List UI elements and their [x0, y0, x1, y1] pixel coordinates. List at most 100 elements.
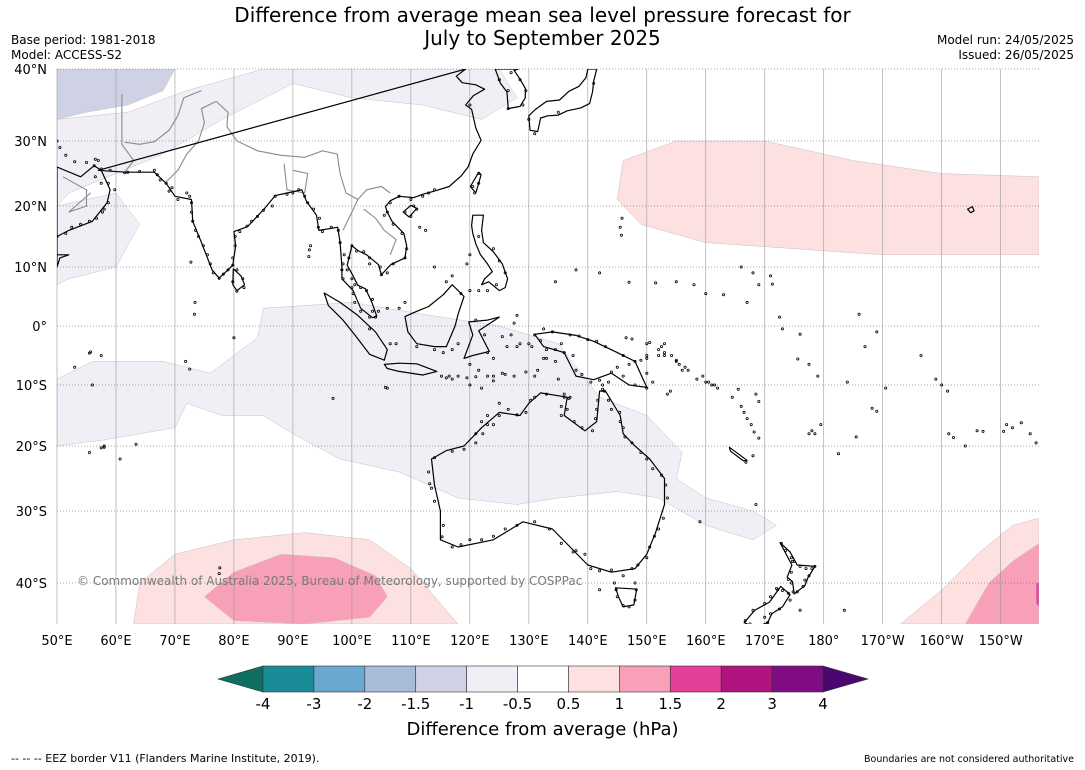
lat-label-8: 40°S	[16, 577, 47, 592]
island-456	[85, 160, 89, 164]
island-350	[674, 359, 678, 363]
colorbar-bin-7	[619, 665, 671, 693]
island-150	[536, 368, 540, 372]
island-205	[480, 538, 484, 542]
island-35	[749, 423, 753, 427]
island-99	[630, 337, 634, 341]
island-57	[1005, 423, 1009, 427]
island-242	[595, 407, 599, 411]
lon-label-3: 80°E	[218, 634, 249, 649]
island-303	[740, 654, 742, 656]
coastline-6	[463, 316, 500, 359]
island-349	[663, 353, 667, 357]
island-152	[512, 374, 516, 378]
island-62	[919, 353, 923, 357]
island-454	[96, 158, 100, 162]
island-319	[589, 380, 593, 384]
island-364	[403, 210, 407, 214]
island-174	[477, 368, 481, 372]
island-67	[780, 327, 784, 331]
island-275	[778, 607, 782, 611]
island-301	[779, 541, 783, 545]
island-165	[394, 342, 398, 346]
island-420	[255, 214, 259, 218]
island-285	[789, 556, 793, 560]
island-240	[601, 387, 605, 391]
island-450	[126, 170, 130, 174]
island-176	[562, 392, 566, 396]
lon-label-14: 170°W	[861, 634, 905, 649]
lat-label-3: 10°N	[14, 261, 47, 276]
island-300	[783, 549, 787, 553]
colorbar-tick-1: -3	[306, 695, 321, 713]
island-322	[571, 353, 575, 357]
island-277	[766, 621, 770, 624]
island-257	[497, 413, 501, 417]
model-info: Base period: 1981-2018 Model: ACCESS-S2	[11, 33, 156, 63]
colorbar-tick-6: 0.5	[557, 695, 581, 713]
island-396	[368, 315, 372, 319]
island-15	[505, 345, 509, 349]
island-245	[580, 426, 584, 430]
lat-label-7: 30°S	[16, 505, 47, 520]
island-330	[559, 342, 563, 346]
island-209	[533, 520, 537, 524]
island-75	[704, 292, 708, 296]
island-50	[946, 389, 950, 393]
island-311	[633, 359, 637, 363]
island-203	[459, 543, 463, 547]
island-295	[791, 590, 795, 594]
lon-label-4: 90°E	[277, 634, 308, 649]
island-26	[663, 351, 667, 355]
island-374	[391, 222, 395, 226]
island-457	[73, 160, 77, 164]
island-306	[798, 608, 802, 612]
island-81	[553, 280, 557, 284]
island-231	[639, 450, 643, 454]
island-158	[444, 376, 448, 380]
island-251	[545, 392, 549, 396]
island-294	[795, 590, 799, 594]
island-1	[99, 446, 103, 450]
island-207	[503, 527, 507, 531]
island-255	[515, 413, 519, 417]
island-369	[421, 194, 425, 198]
island-263	[612, 581, 616, 585]
island-17	[491, 379, 495, 383]
colorbar-bin-6	[568, 665, 620, 693]
island-268	[621, 604, 625, 608]
island-320	[580, 372, 584, 376]
island-9	[189, 260, 193, 264]
lon-label-16: 150°W	[979, 634, 1023, 649]
island-72	[739, 265, 743, 269]
island-38	[736, 387, 740, 391]
island-157	[456, 374, 460, 378]
island-77	[654, 281, 658, 285]
island-312	[645, 371, 649, 375]
island-98	[698, 520, 702, 524]
island-266	[633, 598, 637, 602]
island-353	[506, 107, 510, 111]
island-278	[758, 626, 760, 628]
island-373	[382, 213, 386, 217]
border-6	[124, 90, 202, 145]
island-443	[167, 189, 171, 193]
island-390	[353, 283, 357, 287]
island-383	[368, 256, 372, 260]
issued-label: Issued: 26/05/2025	[958, 48, 1074, 62]
island-54	[975, 429, 979, 433]
island-267	[627, 605, 631, 609]
island-236	[618, 410, 622, 414]
island-279	[748, 622, 752, 624]
island-190	[485, 413, 489, 417]
island-393	[370, 297, 374, 301]
island-21	[439, 374, 443, 378]
island-451	[123, 171, 127, 175]
island-366	[415, 207, 419, 211]
island-260	[481, 432, 485, 436]
island-307	[842, 608, 846, 612]
island-386	[350, 244, 354, 248]
island-465	[113, 188, 117, 192]
island-269	[615, 595, 619, 599]
island-298	[789, 570, 793, 574]
